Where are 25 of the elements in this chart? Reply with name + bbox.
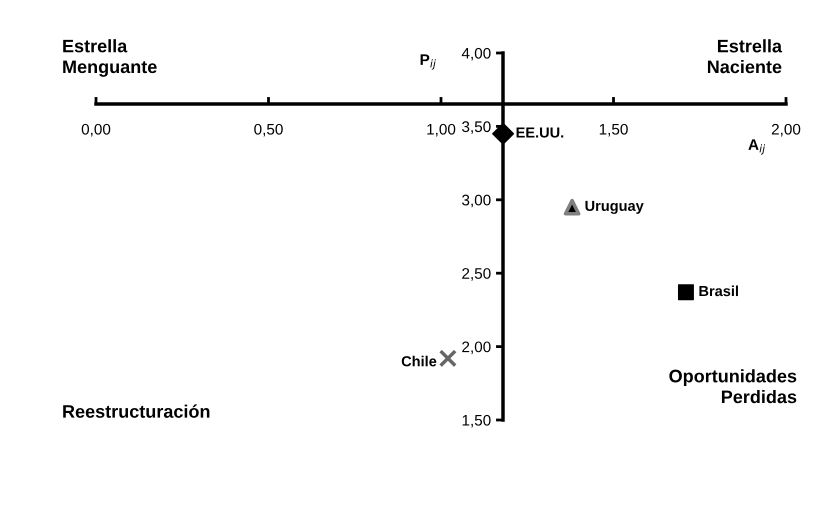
annotation: Estrella Menguante [63, 39, 157, 77]
annotation: Oportunidades Perdidas [669, 369, 796, 404]
series-label: EE.UU. [516, 127, 564, 138]
y-tick-label: 2,50 [462, 268, 491, 281]
x-axis-title: A$_{ij}$ [748, 139, 766, 155]
point [438, 349, 457, 368]
y-tick-label: 3,00 [462, 194, 491, 208]
point [678, 284, 694, 300]
x-tick-label: 2,00 [772, 124, 800, 136]
series-label: Chile [402, 356, 436, 366]
x-tick-label: 1,50 [600, 124, 628, 136]
y-tick-label: 4,00 [462, 48, 491, 60]
y-axis-title: P$_{ij}$ [420, 54, 436, 70]
point [564, 198, 580, 216]
y-tick-label: 3,50 [462, 121, 491, 134]
x-tick-label: 1,00 [427, 124, 456, 136]
series-label: Uruguay [585, 200, 644, 214]
x-tick-label: 0,00 [82, 124, 110, 136]
point [492, 122, 514, 145]
y-tick-label: 2,00 [462, 341, 491, 354]
annotation: Reestructuración [63, 404, 210, 418]
y-tick-label: 1,50 [462, 414, 491, 428]
x-tick-label: 0,50 [254, 124, 283, 136]
annotation: Estrella Naciente [708, 39, 782, 74]
series-label: Brasil [699, 285, 738, 296]
